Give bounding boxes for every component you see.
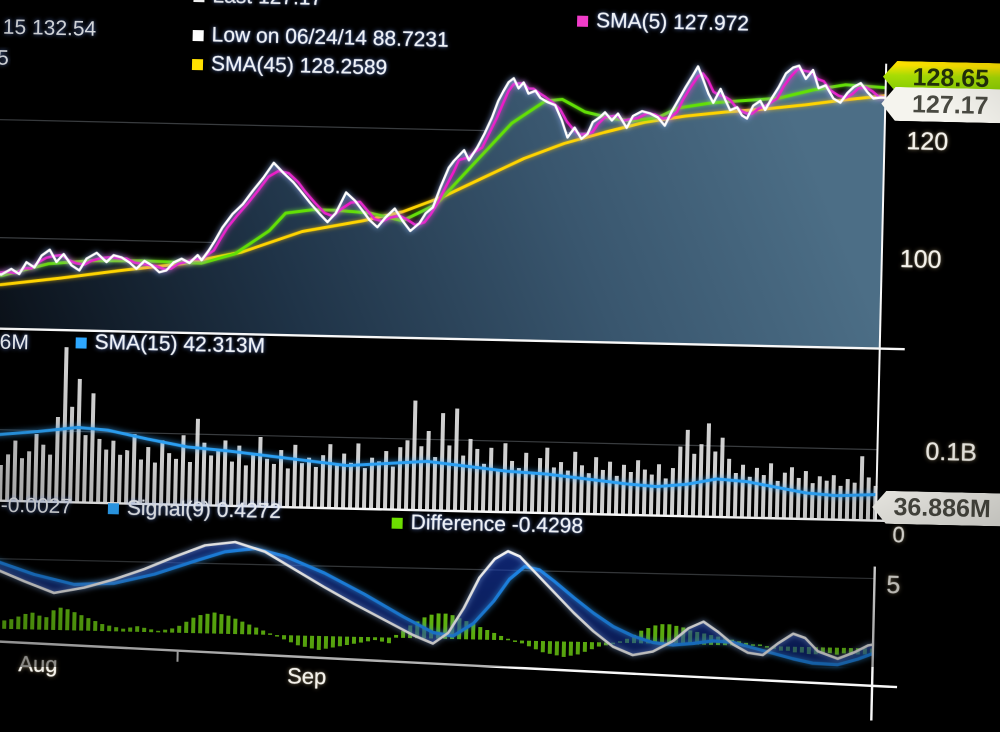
sma15-swatch (75, 336, 87, 349)
legend-sma5[interactable]: SMA(5) 127.972 (576, 9, 750, 37)
legend-partial-fragment: 5 (0, 46, 10, 70)
macd-panel-plot[interactable] (0, 536, 876, 667)
legend-sma15[interactable]: SMA(15) 42.313M (75, 330, 265, 358)
legend-sma45[interactable]: SMA(45) 128.2589 (191, 52, 388, 80)
legend-signal[interactable]: Signal(9) 0.4272 (107, 496, 282, 524)
signal-swatch (107, 502, 120, 514)
time-label-sep: Sep (286, 663, 327, 690)
legend-difference-label: Difference -0.4298 (410, 511, 584, 538)
volume-last-tag: 36.886M (872, 490, 1000, 526)
volume-tick-01b: 0.1B (925, 437, 978, 467)
time-label-aug: Aug (18, 651, 58, 678)
last-swatch (193, 0, 205, 2)
legend-signal-label: Signal(9) 0.4272 (126, 496, 282, 524)
last-price-tag: 127.17 (881, 87, 1000, 124)
legend-sma45-label: SMA(45) 128.2589 (210, 52, 388, 80)
macd-legend-fragment: ) -0.0027 (0, 493, 73, 519)
low-swatch (192, 29, 204, 41)
legend-sma5-label: SMA(5) 127.972 (595, 9, 750, 36)
legend-difference[interactable]: Difference -0.4298 (391, 511, 583, 539)
time-tick-mark (176, 650, 179, 662)
macd-tick-5: 5 (886, 570, 901, 600)
price-tick-100: 100 (899, 245, 942, 274)
price-panel-plot[interactable] (0, 47, 886, 348)
volume-panel-plot[interactable] (0, 345, 880, 520)
volume-legend-fragment: 6M (0, 330, 30, 355)
volume-tick-0: 0 (892, 521, 906, 548)
sma45-swatch (191, 58, 204, 70)
difference-swatch (391, 517, 403, 529)
sma5-swatch (576, 15, 589, 27)
legend-high-fragment: 15 132.54 (2, 15, 97, 41)
legend-sma15-label: SMA(15) 42.313M (94, 330, 266, 358)
price-tick-120: 120 (906, 127, 949, 157)
